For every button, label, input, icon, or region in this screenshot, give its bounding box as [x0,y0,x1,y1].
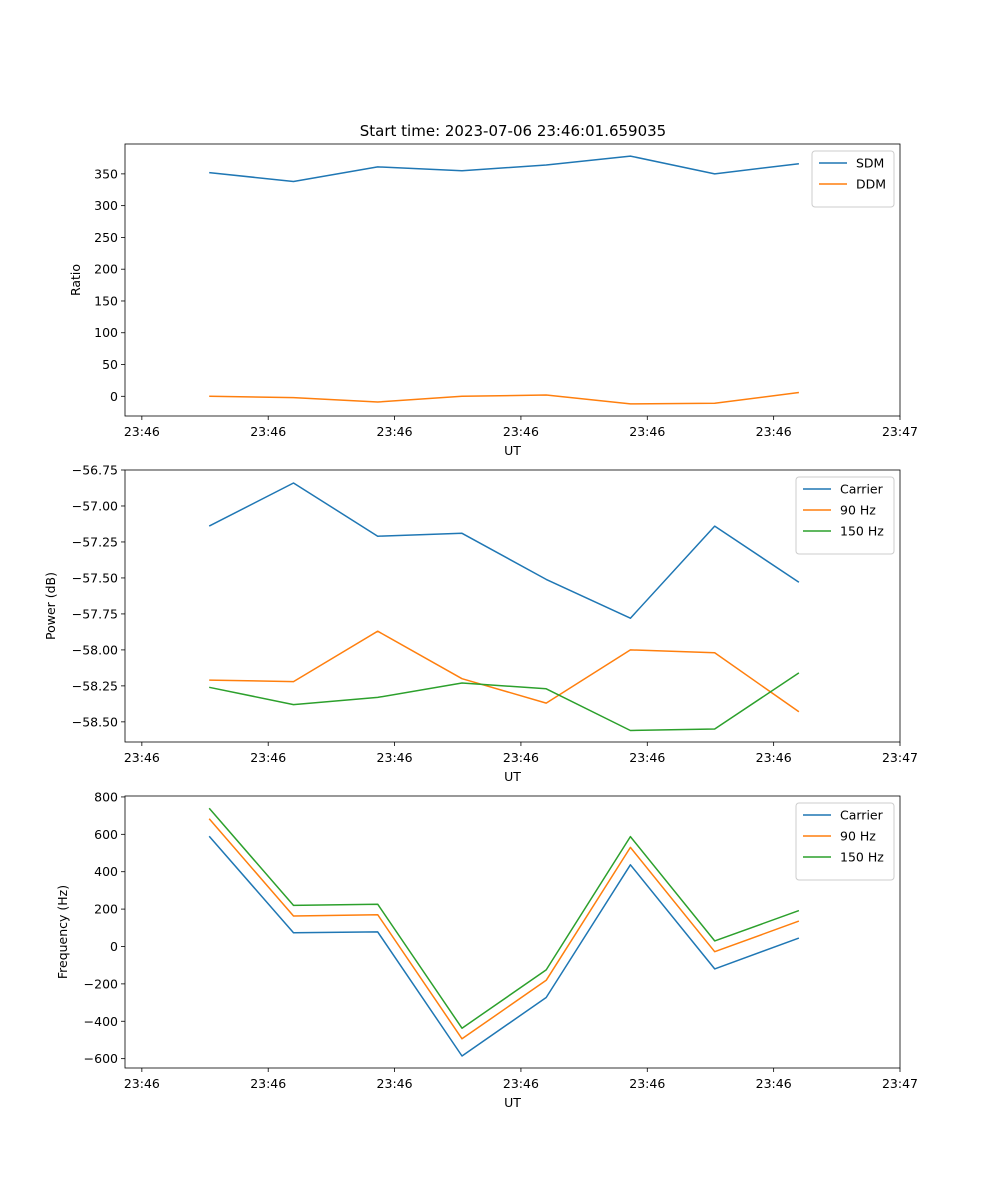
x-tick-label: 23:46 [124,1076,160,1091]
legend-label: 90 Hz [840,829,876,844]
legend: Carrier 90 Hz 150 Hz [795,802,895,881]
y-tick-label: −400 [84,1014,118,1029]
chart-panel-1: 23:46 23:46 23:46 23:46 23:46 23:46 23:47 0 50 10… [68,143,918,458]
legend-label: Carrier [840,808,884,823]
y-tick-label: −58.00 [72,642,118,657]
y-tick-label: −200 [84,976,118,991]
y-tick-label: 0 [110,389,118,404]
x-tick-label: 23:46 [377,750,413,765]
legend-label: 150 Hz [840,850,884,865]
y-tick-label: −57.75 [72,606,118,621]
chart-title: Start time: 2023-07-06 23:46:01.659035 [360,122,666,140]
series-line-90-hz [208,818,800,1040]
y-tick-label: 100 [94,325,118,340]
x-tick-label: 23:46 [250,750,286,765]
y-tick-label: −57.00 [72,498,118,513]
y-tick-label: −58.25 [72,678,118,693]
y-tick-label: −56.75 [72,463,118,478]
x-tick-label: 23:46 [629,750,665,765]
x-tick-label: 23:46 [629,424,665,439]
chart-panels: 23:46 23:46 23:46 23:46 23:46 23:46 23:47 0 50 10… [43,143,918,1110]
legend-label: 90 Hz [840,503,876,518]
x-tick-label: 23:47 [882,1076,918,1091]
y-axis-label: Ratio [68,264,83,296]
y-axis-label: Frequency (Hz) [55,885,70,979]
y-tick-label: −57.50 [72,570,118,585]
x-tick-label: 23:46 [503,424,539,439]
legend-box [811,150,895,208]
y-tick-label: −600 [84,1051,118,1066]
series-line-150-hz [209,672,800,732]
axes-frame [124,469,901,743]
y-tick-label: −57.25 [72,534,118,549]
y-tick-label: 0 [110,939,118,954]
chart-panel-2: 23:46 23:46 23:46 23:46 23:46 23:46 23:47 −58.5… [43,463,918,785]
chart-panel-3: 23:46 23:46 23:46 23:46 23:46 23:46 23:47 −600 −… [55,789,918,1110]
legend-label: SDM [856,156,884,171]
legend-box [795,476,895,555]
y-tick-label: 800 [94,789,118,804]
y-tick-label: 250 [94,230,118,245]
x-tick-label: 23:46 [756,424,792,439]
series-line-carrier [208,835,800,1057]
x-tick-label: 23:46 [250,1076,286,1091]
x-axis-label: UT [504,443,521,458]
y-tick-label: 50 [102,357,118,372]
series-line-sdm [209,155,799,183]
legend: SDM DDM [811,150,895,208]
y-tick-label: 600 [94,827,118,842]
y-tick-label: 150 [94,293,118,308]
x-tick-label: 23:46 [124,750,160,765]
legend: Carrier 90 Hz 150 Hz [795,476,895,555]
y-tick-label: 200 [94,902,118,917]
series-line-ddm [209,391,799,405]
y-tick-label: 200 [94,262,118,277]
x-tick-label: 23:46 [377,1076,413,1091]
x-tick-label: 23:46 [377,424,413,439]
y-tick-label: 350 [94,166,118,181]
x-axis-label: UT [504,1095,521,1110]
axes-frame [124,795,901,1069]
x-tick-label: 23:47 [882,750,918,765]
x-tick-label: 23:46 [629,1076,665,1091]
x-tick-label: 23:46 [124,424,160,439]
legend-label: Carrier [840,482,884,497]
series-line-90-hz [209,630,800,713]
x-tick-label: 23:46 [503,1076,539,1091]
x-tick-label: 23:47 [882,424,918,439]
x-axis-label: UT [504,769,521,784]
y-tick-label: 300 [94,198,118,213]
x-tick-label: 23:46 [503,750,539,765]
y-tick-label: −58.50 [72,714,118,729]
y-tick-label: 400 [94,864,118,879]
legend-label: 150 Hz [840,524,884,539]
series-line-150-hz [208,807,800,1029]
series-line-carrier [208,482,800,619]
axes-frame [124,143,901,417]
x-tick-label: 23:46 [756,750,792,765]
y-axis-label: Power (dB) [43,572,58,640]
x-tick-label: 23:46 [756,1076,792,1091]
legend-box [795,802,895,881]
legend-label: DDM [856,177,886,192]
x-tick-label: 23:46 [250,424,286,439]
